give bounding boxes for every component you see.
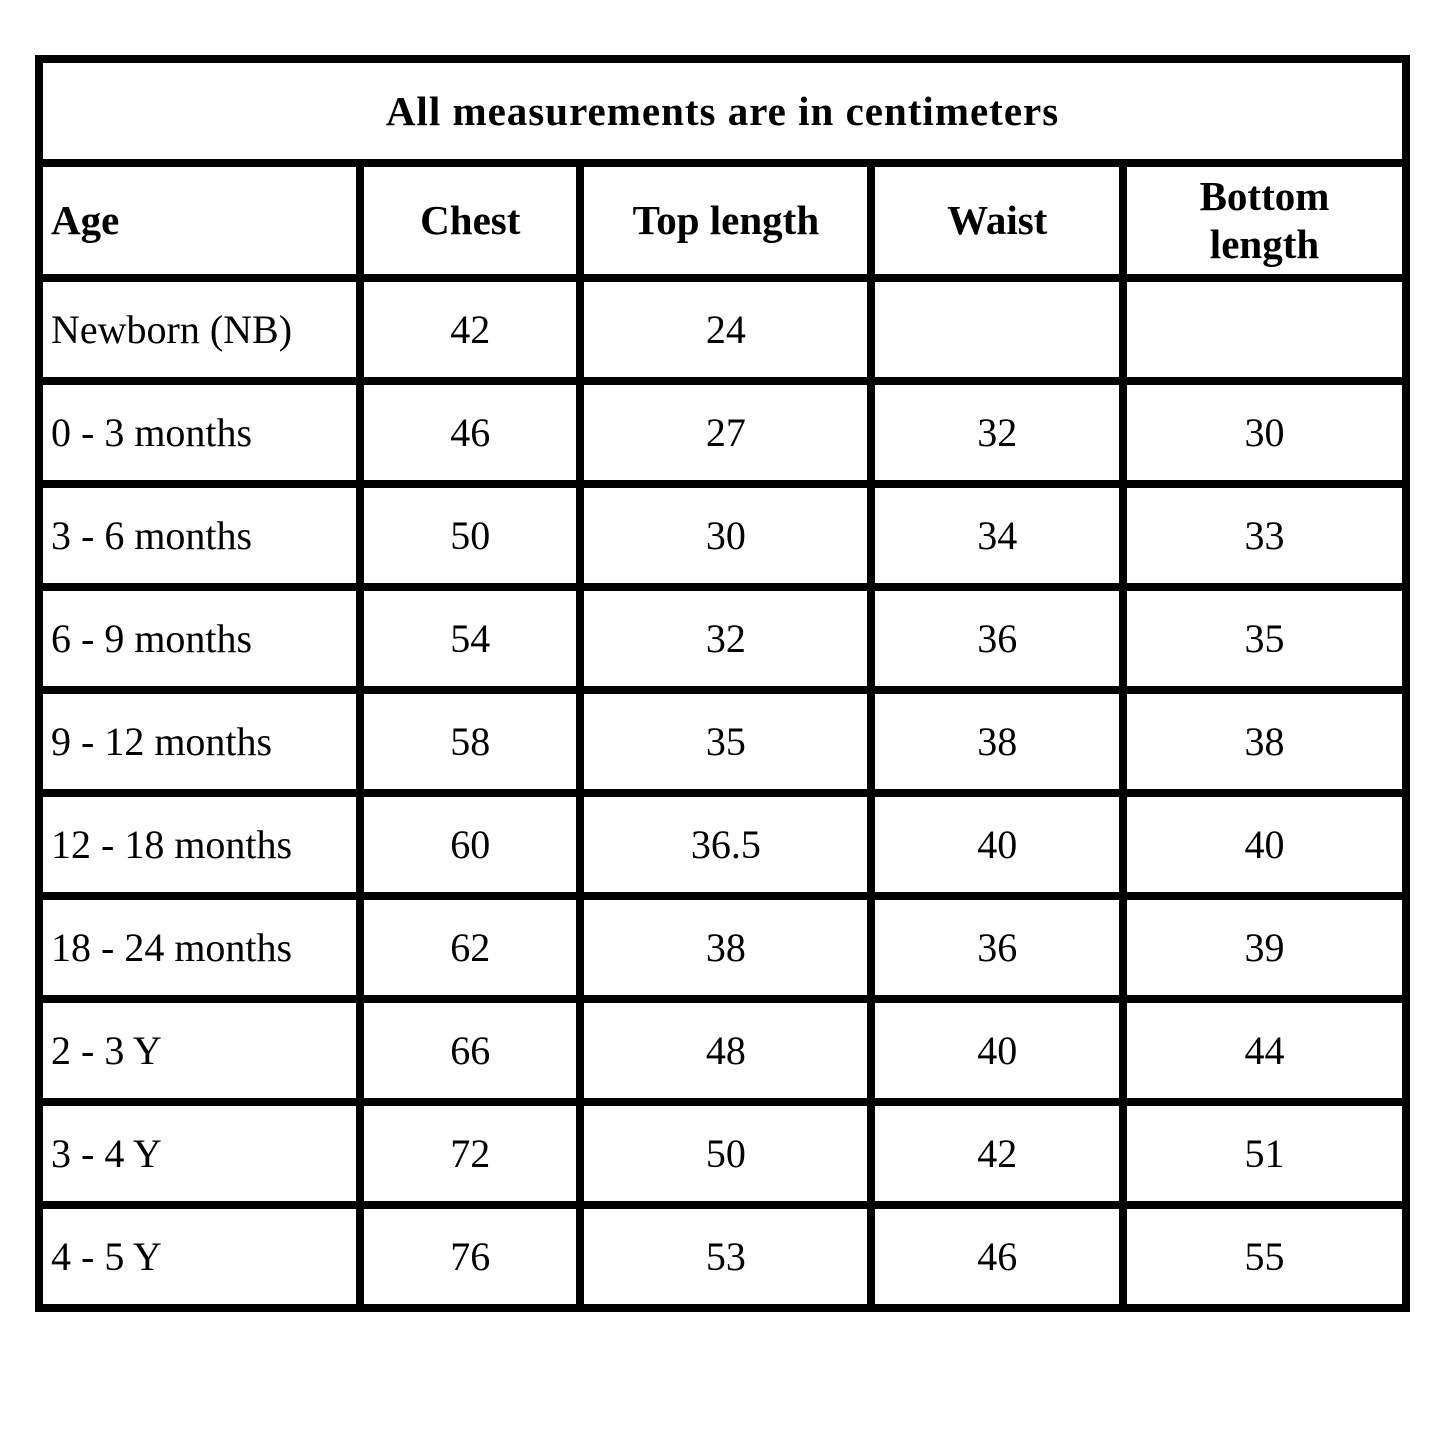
bottom-length-cell: 55: [1118, 1201, 1411, 1312]
size-chart-table: All measurements are in centimeters Age …: [34, 55, 1411, 1312]
top-length-cell: 50: [576, 1098, 876, 1209]
waist-cell: [867, 274, 1127, 385]
age-cell: 3 - 6 months: [34, 480, 365, 591]
waist-cell: 36: [867, 583, 1127, 694]
age-cell: 12 - 18 months: [34, 789, 365, 900]
age-cell: 3 - 4 Y: [34, 1098, 365, 1209]
top-length-cell: 35: [576, 686, 876, 797]
waist-cell: 46: [867, 1201, 1127, 1312]
top-length-cell: 36.5: [576, 789, 876, 900]
top-length-cell: 53: [576, 1201, 876, 1312]
table-row: 2 - 3 Y 66 48 40 44: [34, 995, 1411, 1106]
table-title: All measurements are in centimeters: [35, 55, 1410, 167]
age-cell: 4 - 5 Y: [34, 1201, 365, 1312]
waist-cell: 40: [867, 995, 1127, 1106]
chest-cell: 62: [356, 892, 585, 1003]
chest-cell: 72: [356, 1098, 585, 1209]
table-row: 12 - 18 months 60 36.5 40 40: [34, 789, 1411, 900]
chest-cell: 58: [356, 686, 585, 797]
age-cell: 6 - 9 months: [34, 583, 365, 694]
table-row: 6 - 9 months 54 32 36 35: [34, 583, 1411, 694]
chest-cell: 76: [356, 1201, 585, 1312]
top-length-cell: 27: [576, 377, 876, 488]
age-cell: 9 - 12 months: [34, 686, 365, 797]
chest-cell: 66: [356, 995, 585, 1106]
chest-cell: 54: [356, 583, 585, 694]
waist-cell: 36: [867, 892, 1127, 1003]
column-header-bottom-length: Bottom length: [1118, 159, 1411, 282]
bottom-length-cell: 51: [1118, 1098, 1411, 1209]
waist-cell: 42: [867, 1098, 1127, 1209]
waist-cell: 32: [867, 377, 1127, 488]
age-cell: 0 - 3 months: [34, 377, 365, 488]
bottom-length-cell: 35: [1118, 583, 1411, 694]
bottom-length-cell: 30: [1118, 377, 1411, 488]
table-row: 3 - 4 Y 72 50 42 51: [34, 1098, 1411, 1209]
bottom-length-cell: 39: [1118, 892, 1411, 1003]
age-cell: 18 - 24 months: [34, 892, 365, 1003]
waist-cell: 38: [867, 686, 1127, 797]
chest-cell: 60: [356, 789, 585, 900]
top-length-cell: 30: [576, 480, 876, 591]
title-row: All measurements are in centimeters: [35, 55, 1410, 167]
table-row: 18 - 24 months 62 38 36 39: [34, 892, 1411, 1003]
table-row: Newborn (NB) 42 24: [34, 274, 1411, 385]
table-row: 9 - 12 months 58 35 38 38: [34, 686, 1411, 797]
table-row: 0 - 3 months 46 27 32 30: [34, 377, 1411, 488]
column-header-top-length: Top length: [576, 159, 876, 282]
top-length-cell: 24: [576, 274, 876, 385]
top-length-cell: 38: [576, 892, 876, 1003]
column-header-row: Age Chest Top length Waist Bottom length: [34, 159, 1411, 282]
age-cell: 2 - 3 Y: [34, 995, 365, 1106]
bottom-length-cell: 40: [1118, 789, 1411, 900]
chest-cell: 42: [356, 274, 585, 385]
top-length-cell: 48: [576, 995, 876, 1106]
age-cell: Newborn (NB): [34, 274, 365, 385]
waist-cell: 34: [867, 480, 1127, 591]
chest-cell: 46: [356, 377, 585, 488]
column-header-chest: Chest: [356, 159, 585, 282]
top-length-cell: 32: [576, 583, 876, 694]
waist-cell: 40: [867, 789, 1127, 900]
bottom-length-cell: [1118, 274, 1411, 385]
chest-cell: 50: [356, 480, 585, 591]
bottom-length-cell: 44: [1118, 995, 1411, 1106]
table-row: 4 - 5 Y 76 53 46 55: [34, 1201, 1411, 1312]
bottom-length-cell: 33: [1118, 480, 1411, 591]
column-header-age: Age: [34, 159, 365, 282]
column-header-bottom-length-label: Bottom length: [1199, 173, 1330, 267]
bottom-length-cell: 38: [1118, 686, 1411, 797]
table-row: 3 - 6 months 50 30 34 33: [34, 480, 1411, 591]
column-header-waist: Waist: [867, 159, 1127, 282]
